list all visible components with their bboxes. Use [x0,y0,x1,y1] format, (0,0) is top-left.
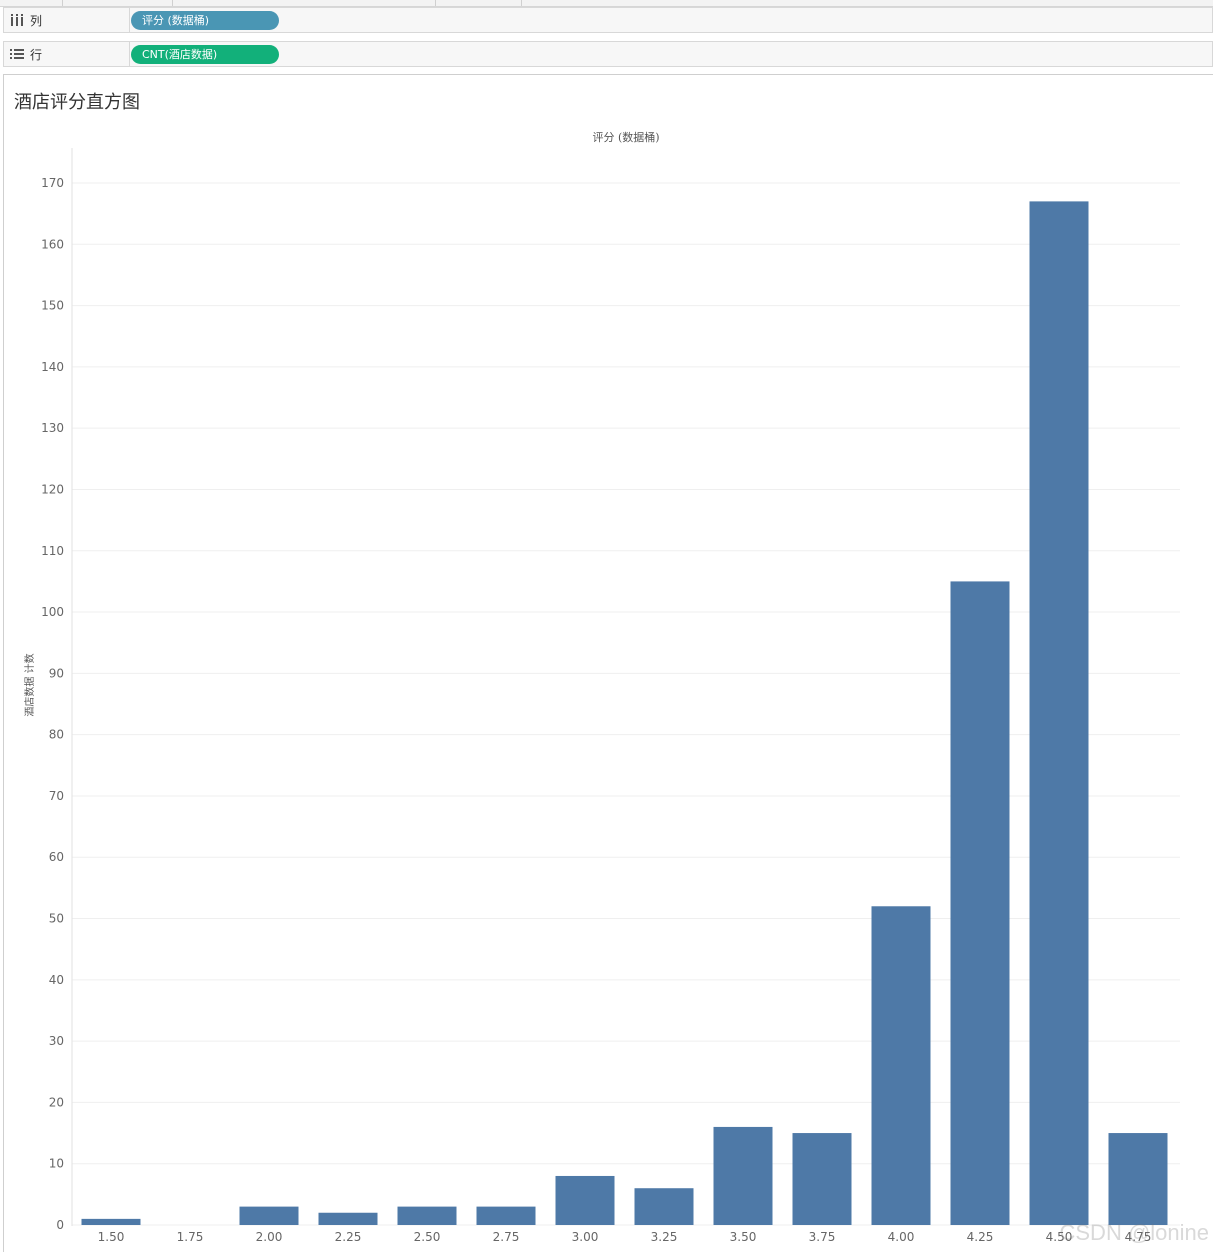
worksheet-view [3,74,1213,1252]
y-tick-label: 170 [41,176,64,190]
x-tick-label: 2.75 [493,1230,520,1244]
grid-lines [72,182,1180,1226]
y-tick-labels: 0 10 20 30 40 50 60 70 80 90 100 110 120 130 140 150 160… [41,176,64,1232]
rows-label: 行 [30,47,43,62]
x-tick-label: 3.00 [572,1230,599,1244]
y-tick-label: 80 [49,728,64,742]
bar-2-25[interactable] [318,1212,378,1225]
x-tick-label: 2.25 [335,1230,362,1244]
x-tick-label: 2.50 [414,1230,441,1244]
x-tick-label: 4.50 [1046,1230,1073,1244]
y-tick-label: 160 [41,237,64,251]
x-axis-title: 评分 (数据桶) [592,130,659,144]
bar-2-50[interactable] [397,1206,457,1225]
rows-icon [10,49,24,59]
y-tick-label: 110 [41,544,64,558]
y-tick-label: 70 [49,789,64,803]
rows-shelf[interactable]: 行 CNT(酒店数据) [3,41,1213,67]
columns-shelf-label: 列 [4,8,130,32]
x-tick-label: 3.75 [809,1230,836,1244]
bar-4-75[interactable] [1108,1133,1168,1225]
x-tick-label: 3.25 [651,1230,678,1244]
bar-3-25[interactable] [634,1188,694,1225]
bar-3-50[interactable] [713,1126,773,1225]
x-tick-label: 4.00 [888,1230,915,1244]
y-tick-label: 100 [41,605,64,619]
y-tick-label: 40 [49,973,64,987]
toolbar-divider [435,0,436,6]
bar-2-00[interactable] [239,1206,299,1225]
y-tick-label: 130 [41,421,64,435]
y-axis-title: 酒店数据 计数 [23,653,36,716]
rows-shelf-label: 行 [4,42,130,66]
bar-4-25[interactable] [950,581,1010,1225]
columns-icon [11,14,23,26]
toolbar-divider [172,0,173,6]
worksheet-title: 酒店评分直方图 [14,92,140,113]
bar-3-75[interactable] [792,1133,852,1225]
bars [81,201,1168,1225]
x-tick-label: 2.00 [256,1230,283,1244]
x-tick-label: 4.25 [967,1230,994,1244]
y-tick-label: 140 [41,360,64,374]
y-tick-label: 90 [49,666,64,680]
columns-label: 列 [30,13,43,28]
bar-3-00[interactable] [555,1175,615,1225]
y-tick-label: 30 [49,1034,64,1048]
x-tick-label: 3.50 [730,1230,757,1244]
bar-4-00[interactable] [871,906,931,1225]
toolbar-divider [62,0,63,6]
y-tick-label: 20 [49,1095,64,1109]
bar-1-50[interactable] [81,1218,141,1225]
columns-pill[interactable]: 评分 (数据桶) [131,11,279,30]
y-tick-label: 10 [49,1157,64,1171]
y-tick-label: 60 [49,850,64,864]
x-tick-labels: 1.50 1.75 2.00 2.25 2.50 2.75 3.00 3.25 3.50 3.75… [98,1230,1152,1244]
bar-2-75[interactable] [476,1206,536,1225]
y-tick-label: 120 [41,482,64,496]
rows-pill[interactable]: CNT(酒店数据) [131,45,279,64]
x-tick-label: 4.75 [1125,1230,1152,1244]
x-tick-label: 1.75 [177,1230,204,1244]
x-tick-label: 1.50 [98,1230,125,1244]
toolbar-divider [521,0,522,6]
top-toolbar-strip [0,0,1213,7]
y-tick-label: 50 [49,912,64,926]
columns-shelf[interactable]: 列 评分 (数据桶) [3,7,1213,33]
csdn-watermark: CSDN @lonine [1059,1220,1210,1245]
y-tick-label: 150 [41,299,64,313]
bar-4-50[interactable] [1029,201,1089,1225]
y-tick-label: 0 [56,1218,64,1232]
